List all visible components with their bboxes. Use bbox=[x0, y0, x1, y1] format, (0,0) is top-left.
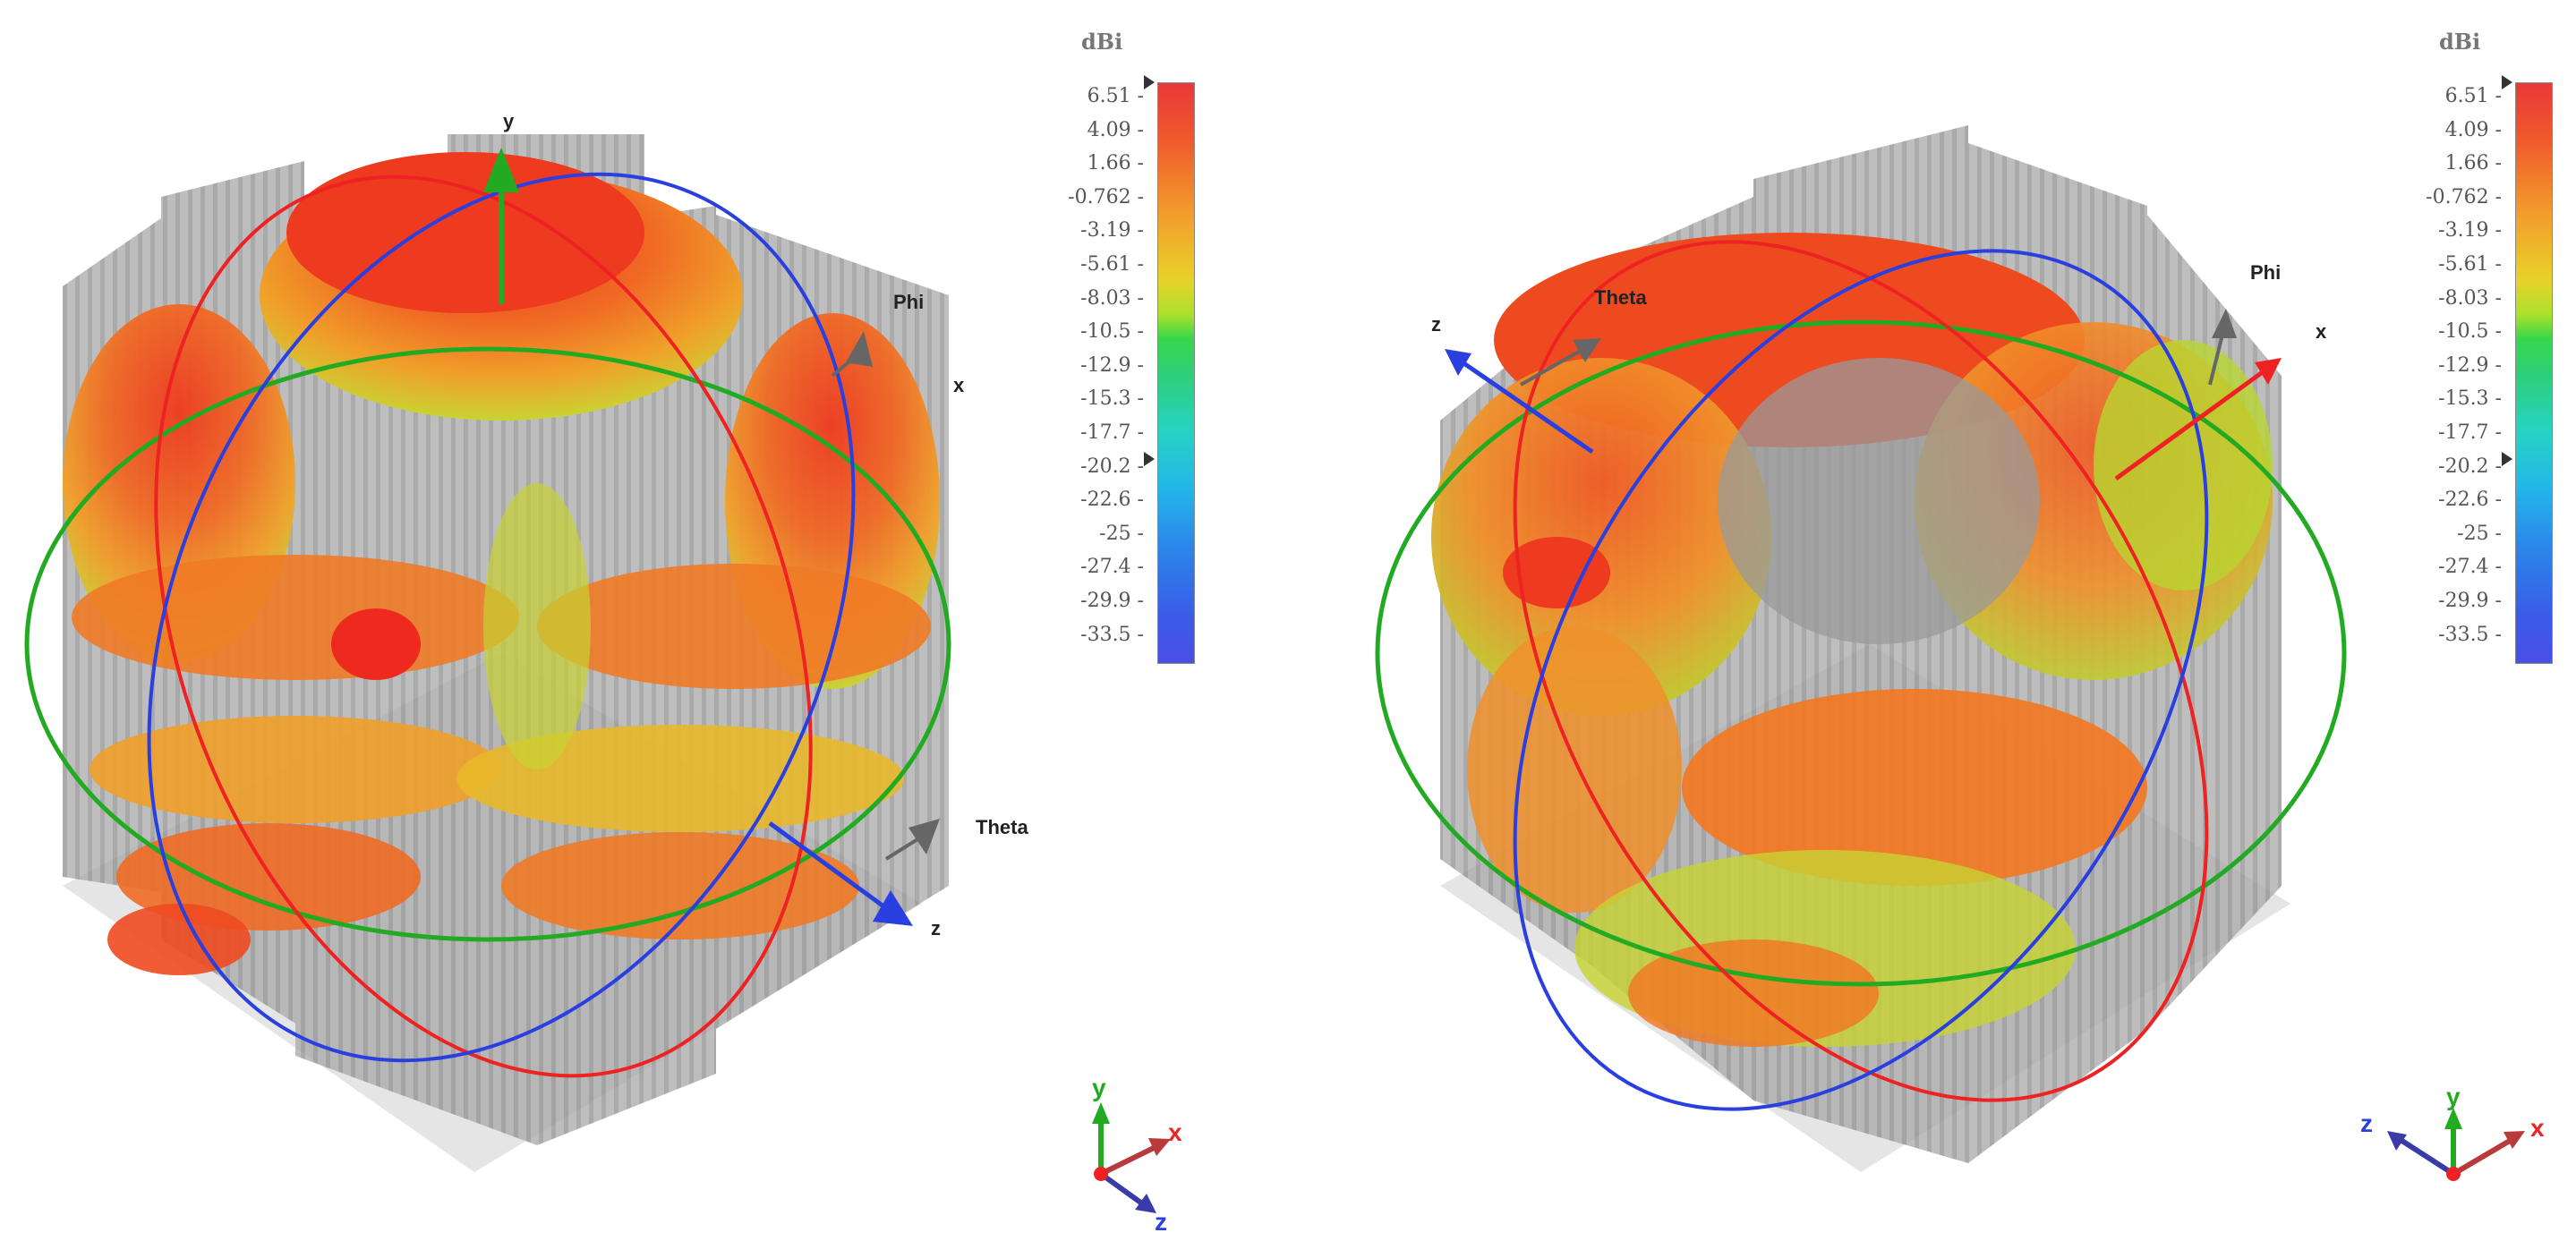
theta-ring-red bbox=[1513, 240, 2209, 1102]
triad-y-label: y bbox=[1092, 1074, 1106, 1101]
colorbar-tick-label: -12.9 - bbox=[2438, 353, 2502, 377]
colorbar-left: dBi 6.51 - 4.09 - 1.66 - -0.762 - -3.19 - -5.… bbox=[1029, 27, 1208, 664]
phi-ring-green bbox=[24, 346, 951, 942]
colorbar-tick-label: -3.19 - bbox=[2438, 219, 2502, 242]
theta-label: Theta bbox=[1594, 286, 1647, 309]
colorbar-right: dBi 6.51 - 4.09 - 1.66 - -0.762 - -3.19 - -5.… bbox=[2387, 27, 2566, 664]
colorbar-threshold-marker bbox=[1144, 452, 1155, 466]
colorbar-unit: dBi bbox=[1081, 29, 1123, 55]
colorbar-gradient bbox=[2515, 82, 2553, 664]
phi-label: Phi bbox=[2250, 261, 2281, 284]
colorbar-tick-label: -15.3 - bbox=[1080, 387, 1144, 411]
colorbar-tick-label: -17.7 - bbox=[1080, 421, 1144, 444]
colorbar-tick-label: 6.51 - bbox=[2444, 85, 2502, 107]
z-axis-arrow bbox=[1445, 349, 1594, 455]
colorbar-tick-label: -5.61 - bbox=[1080, 253, 1144, 276]
theta-direction-arrow bbox=[1520, 338, 1601, 387]
left-3d-viewport[interactable]: y x z Phi Theta y x z bbox=[0, 0, 1288, 1258]
orientation-triad: y x z bbox=[1092, 1074, 1182, 1236]
colorbar-tick-label: -8.03 - bbox=[1080, 286, 1144, 310]
colorbar-tick-label: -33.5 - bbox=[2438, 623, 2502, 646]
colorbar-tick-label: -22.6 - bbox=[2438, 489, 2502, 512]
colorbar-tick-label: -12.9 - bbox=[1080, 353, 1144, 377]
right-3d-viewport[interactable]: z x Phi Theta y x z bbox=[1288, 0, 2576, 1258]
colorbar-tick-label: 4.09 - bbox=[2444, 118, 2502, 141]
colorbar-tick-label: -25 - bbox=[1099, 522, 1144, 545]
z-axis-label: z bbox=[1431, 313, 1441, 336]
colorbar-tick-label: -29.9 - bbox=[1080, 590, 1144, 612]
theta-ring-blue bbox=[1513, 249, 2209, 1111]
triad-y-label: y bbox=[2446, 1083, 2461, 1110]
colorbar-tick-label: -15.3 - bbox=[2438, 387, 2502, 411]
colorbar-tick-label: -27.4 - bbox=[2438, 556, 2502, 579]
theta-ring-red bbox=[154, 174, 813, 1078]
colorbar-tick-label: -20.2 - bbox=[2438, 455, 2502, 478]
z-axis-arrow bbox=[768, 820, 913, 926]
z-axis-label: z bbox=[931, 917, 941, 939]
theta-label: Theta bbox=[976, 816, 1028, 838]
y-axis-arrow bbox=[483, 148, 519, 304]
colorbar-threshold-marker bbox=[2502, 452, 2512, 466]
phi-label: Phi bbox=[893, 291, 924, 313]
colorbar-tick-label: -22.6 - bbox=[1080, 489, 1144, 512]
triad-x-label: x bbox=[2530, 1114, 2545, 1142]
colorbar-tick-label: -10.5 - bbox=[2438, 320, 2502, 344]
colorbar-tick-label: -25 - bbox=[2457, 522, 2502, 545]
orientation-triad: y x z bbox=[2360, 1083, 2545, 1181]
x-axis-arrow bbox=[2114, 358, 2282, 481]
left-radiation-pattern-panel: y x z Phi Theta y x z dBi 6.51 - 4.09 - 1.… bbox=[0, 0, 1288, 1258]
x-axis-label: x bbox=[953, 374, 965, 396]
colorbar-tick-label: -17.7 - bbox=[2438, 421, 2502, 444]
y-axis-label: y bbox=[503, 110, 515, 132]
triad-x-label: x bbox=[1168, 1118, 1182, 1146]
colorbar-max-marker bbox=[1144, 75, 1155, 89]
triad-z-label: z bbox=[2360, 1109, 2373, 1137]
colorbar-ticks: 6.51 - 4.09 - 1.66 - -0.762 - -3.19 - -5.61 -… bbox=[1029, 27, 1144, 653]
phi-direction-arrow bbox=[831, 331, 873, 378]
colorbar-unit: dBi bbox=[2439, 29, 2481, 55]
colorbar-ticks: 6.51 - 4.09 - 1.66 - -0.762 - -3.19 - -5.61 -… bbox=[2387, 27, 2502, 653]
colorbar-tick-label: 4.09 - bbox=[1087, 118, 1144, 141]
colorbar-tick-label: 1.66 - bbox=[2444, 152, 2502, 175]
colorbar-tick-label: -5.61 - bbox=[2438, 253, 2502, 276]
phi-ring-green bbox=[1375, 319, 2347, 987]
colorbar-tick-label: -29.9 - bbox=[2438, 590, 2502, 612]
colorbar-tick-label: -0.762 - bbox=[2426, 185, 2502, 208]
radiation-pattern-surface bbox=[1431, 233, 2273, 1047]
colorbar-tick-label: -33.5 - bbox=[1080, 623, 1144, 646]
colorbar-tick-label: -20.2 - bbox=[1080, 455, 1144, 478]
phi-direction-arrow bbox=[2208, 309, 2237, 386]
colorbar-tick-label: 6.51 - bbox=[1087, 85, 1144, 107]
colorbar-tick-label: -8.03 - bbox=[2438, 286, 2502, 310]
colorbar-max-marker bbox=[2502, 75, 2512, 89]
theta-direction-arrow bbox=[884, 819, 940, 861]
x-axis-label: x bbox=[2316, 320, 2327, 343]
colorbar-tick-label: 1.66 - bbox=[1087, 152, 1144, 175]
theta-ring-blue bbox=[147, 172, 856, 1063]
colorbar-tick-label: -10.5 - bbox=[1080, 320, 1144, 344]
colorbar-gradient bbox=[1157, 82, 1195, 664]
triad-z-label: z bbox=[1155, 1208, 1167, 1236]
colorbar-tick-label: -27.4 - bbox=[1080, 556, 1144, 579]
colorbar-tick-label: -3.19 - bbox=[1080, 219, 1144, 242]
colorbar-tick-label: -0.762 - bbox=[1068, 185, 1144, 208]
right-radiation-pattern-panel: z x Phi Theta y x z dBi 6.51 - 4.09 - 1.66… bbox=[1288, 0, 2576, 1258]
